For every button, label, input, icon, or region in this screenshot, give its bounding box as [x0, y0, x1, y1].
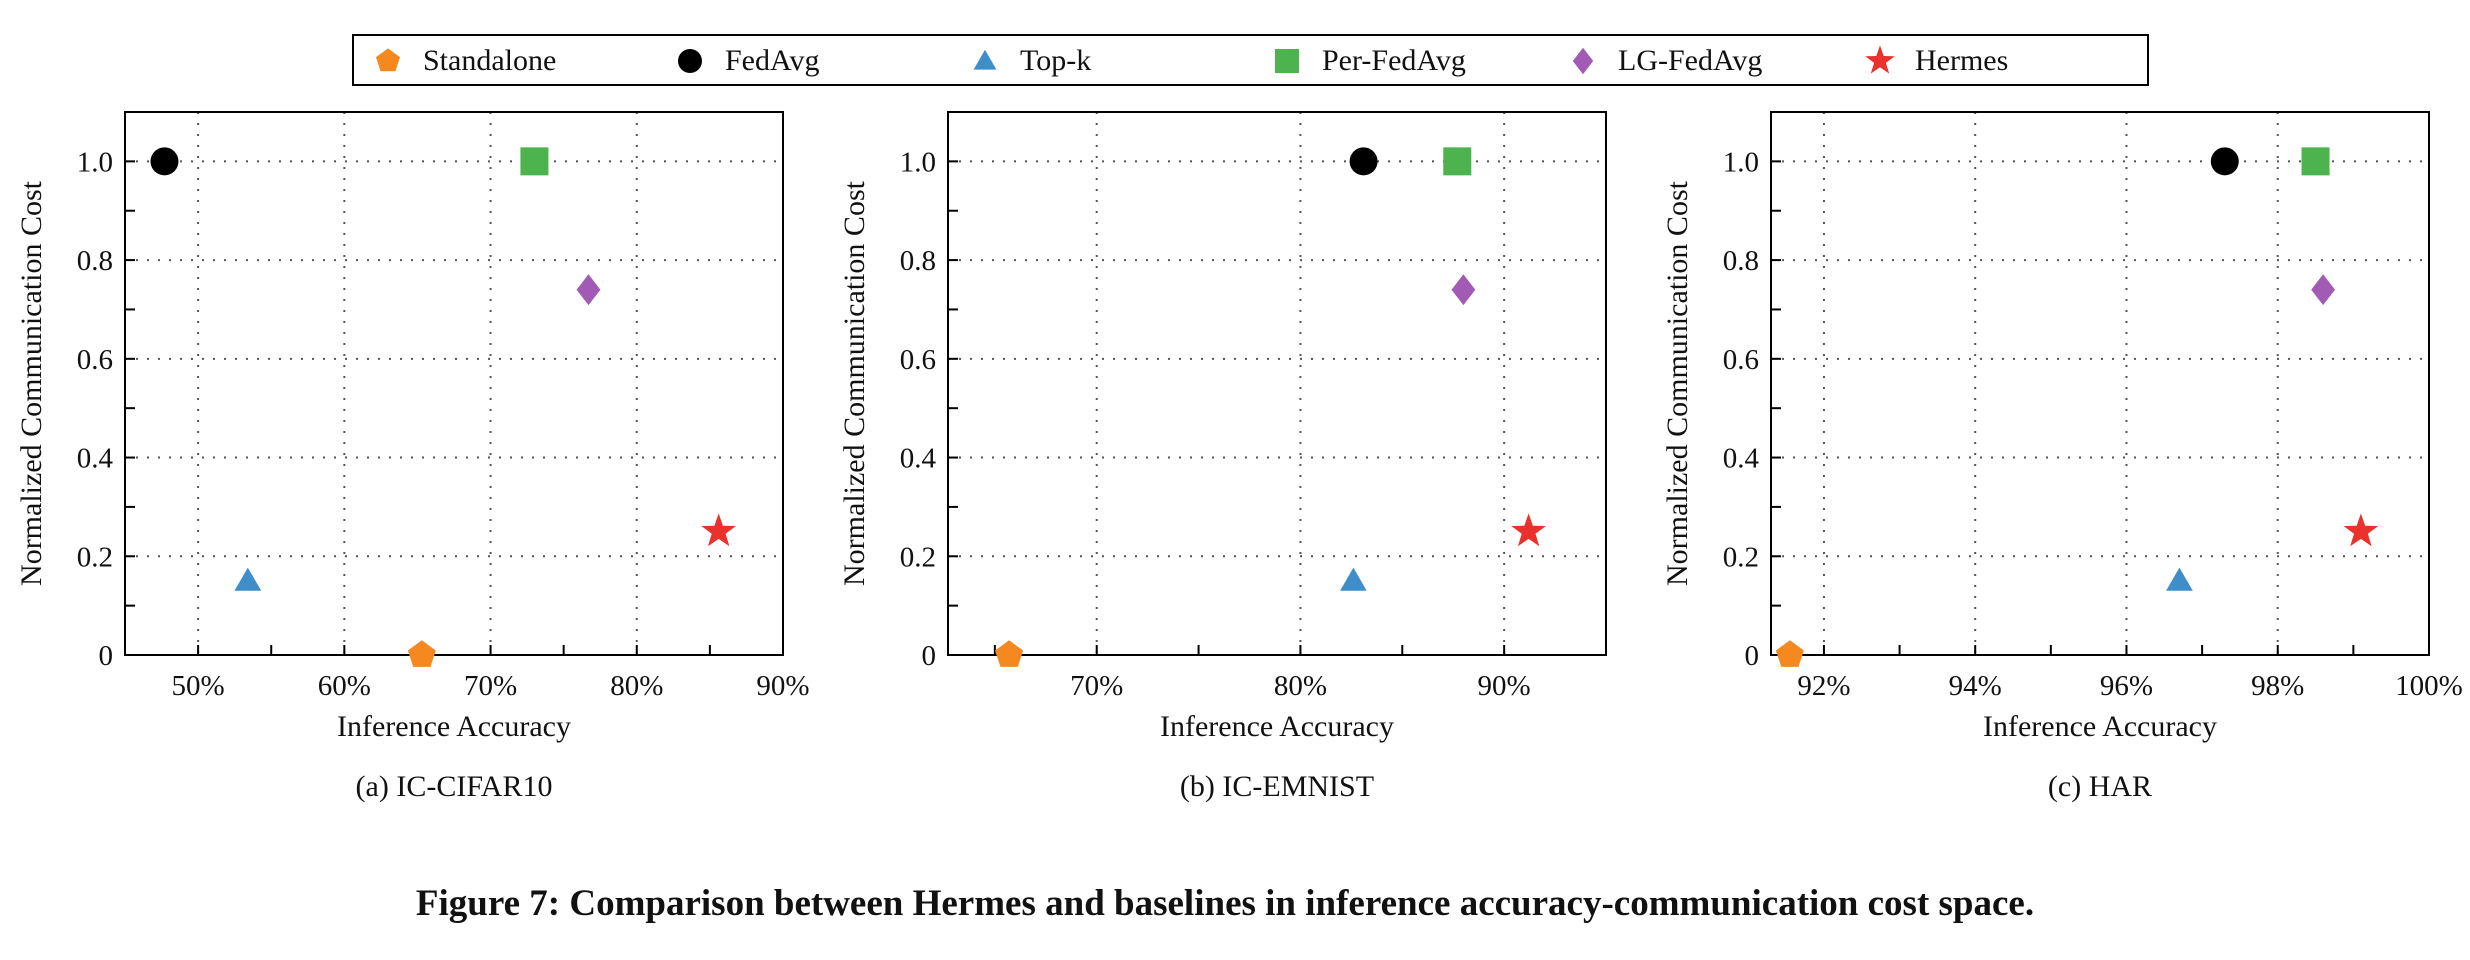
y-tick-label: 0.8: [900, 245, 936, 277]
point-fedavg: [1349, 147, 1378, 176]
y-tick-label: 1.0: [77, 146, 113, 178]
ticks: [124, 111, 784, 656]
point-per-fedavg: [520, 147, 549, 176]
y-tick-label: 0: [99, 640, 114, 672]
point-fedavg: [2210, 147, 2239, 176]
point-hermes: [2343, 513, 2379, 547]
y-tick-label: 0.4: [900, 443, 937, 475]
point-standalone: [995, 640, 1024, 667]
point-hermes: [701, 513, 736, 547]
chart-panel-2: 70% 80% 90% 0 0.2 0.4 0.6 0.8 1.0 Inference Accur…: [838, 111, 1607, 803]
point-lg-fedavg: [2311, 274, 2335, 306]
legend-marker-per-fedavg: [1275, 49, 1299, 73]
y-tick-label: 0.6: [900, 344, 936, 376]
point-fedavg: [150, 147, 179, 176]
y-tick-label: 0.8: [77, 245, 113, 277]
x-tick-label: 70%: [1070, 670, 1123, 702]
legend-label-standalone: Standalone: [423, 44, 556, 77]
figure-caption: Figure 7: Comparison between Hermes and …: [416, 883, 2034, 924]
x-tick-label: 80%: [1274, 670, 1327, 702]
x-tick-label: 80%: [610, 670, 663, 702]
legend-item-fedavg: FedAvg: [678, 44, 819, 77]
subfigure-caption: (b) IC-EMNIST: [1180, 770, 1374, 803]
legend-label-top-k: Top-k: [1020, 44, 1091, 77]
legend-label-lg-fedavg: LG-FedAvg: [1618, 44, 1762, 77]
legend-label-fedavg: FedAvg: [725, 44, 819, 77]
y-tick-label: 0.2: [900, 541, 936, 573]
y-tick-label: 0.4: [77, 443, 114, 475]
x-axis-label: Inference Accuracy: [1160, 710, 1394, 743]
legend-item-top-k: Top-k: [973, 44, 1091, 77]
data-points: [150, 147, 736, 667]
y-tick-label: 0.8: [1723, 245, 1759, 277]
chart-panel-1: 50% 60% 70% 80% 90% 0 0.2 0.4 0.6 0.8 1.0 Inference…: [15, 111, 810, 803]
point-per-fedavg: [2301, 147, 2330, 176]
y-axis-label: Normalized Communication Cost: [1661, 180, 1694, 586]
y-tick-label: 0.2: [1723, 541, 1759, 573]
x-tick-label: 100%: [2395, 670, 2463, 702]
y-axis-label: Normalized Communication Cost: [838, 180, 871, 586]
plot-frame: [1770, 111, 2430, 656]
point-per-fedavg: [1443, 147, 1472, 176]
point-top-k: [2166, 567, 2193, 591]
data-points: [995, 147, 1546, 667]
point-lg-fedavg: [1451, 274, 1476, 306]
x-tick-label: 92%: [1797, 670, 1850, 702]
x-tick-label: 90%: [756, 670, 809, 702]
x-tick-label: 98%: [2251, 670, 2304, 702]
subfigure-caption: (c) HAR: [2048, 770, 2152, 803]
grid: [125, 112, 783, 655]
legend-item-hermes: Hermes: [1865, 44, 2008, 77]
x-tick-label: 94%: [1949, 670, 2002, 702]
y-tick-label: 1.0: [1723, 146, 1759, 178]
legend-item-lg-fedavg: LG-FedAvg: [1572, 44, 1762, 77]
chart-panel-3: 92% 94% 96% 98% 100% 0 0.2 0.4 0.6 0.8 1.0 Inferenc…: [1661, 111, 2463, 803]
legend-box: [352, 34, 2149, 86]
legend-item-standalone: Standalone: [376, 44, 556, 77]
x-tick-label: 60%: [318, 670, 371, 702]
y-tick-label: 0.6: [77, 344, 113, 376]
grid: [1771, 112, 2429, 655]
x-tick-label: 90%: [1478, 670, 1531, 702]
point-standalone: [407, 640, 436, 667]
data-points: [1775, 147, 2379, 667]
subfigure-caption: (a) IC-CIFAR10: [356, 770, 553, 803]
legend-label-hermes: Hermes: [1915, 44, 2008, 77]
chart-panels: 50% 60% 70% 80% 90% 0 0.2 0.4 0.6 0.8 1.0 Inference…: [15, 111, 2463, 803]
x-axis-label: Inference Accuracy: [337, 710, 571, 743]
point-top-k: [234, 567, 262, 591]
plot-frame: [947, 111, 1607, 656]
legend-marker-top-k: [973, 49, 997, 70]
y-tick-label: 0.2: [77, 541, 113, 573]
y-tick-label: 0.4: [1723, 443, 1760, 475]
y-tick-label: 1.0: [900, 146, 936, 178]
y-tick-label: 0.6: [1723, 344, 1759, 376]
legend-item-per-fedavg: Per-FedAvg: [1275, 44, 1466, 77]
legend-marker-fedavg: [678, 49, 702, 73]
grid: [948, 112, 1606, 655]
ticks: [1771, 111, 2430, 656]
x-tick-label: 96%: [2100, 670, 2153, 702]
legend-marker-lg-fedavg: [1572, 47, 1594, 75]
y-tick-label: 0: [1745, 640, 1760, 672]
legend: Standalone FedAvg Top-k Per-FedAvg LG-FedAvg…: [352, 34, 2149, 86]
legend-marker-standalone: [376, 48, 400, 72]
y-axis-label: Normalized Communication Cost: [15, 180, 48, 586]
plot-frame: [124, 111, 784, 656]
legend-marker-hermes: [1865, 45, 1895, 74]
x-tick-label: 50%: [172, 670, 225, 702]
point-top-k: [1340, 567, 1367, 591]
y-tick-label: 0: [922, 640, 937, 672]
x-tick-label: 70%: [464, 670, 517, 702]
x-axis-label: Inference Accuracy: [1983, 710, 2217, 743]
ticks: [948, 111, 1607, 656]
point-standalone: [1775, 640, 1804, 667]
point-lg-fedavg: [576, 274, 601, 306]
point-hermes: [1511, 513, 1546, 547]
legend-label-per-fedavg: Per-FedAvg: [1322, 44, 1466, 77]
